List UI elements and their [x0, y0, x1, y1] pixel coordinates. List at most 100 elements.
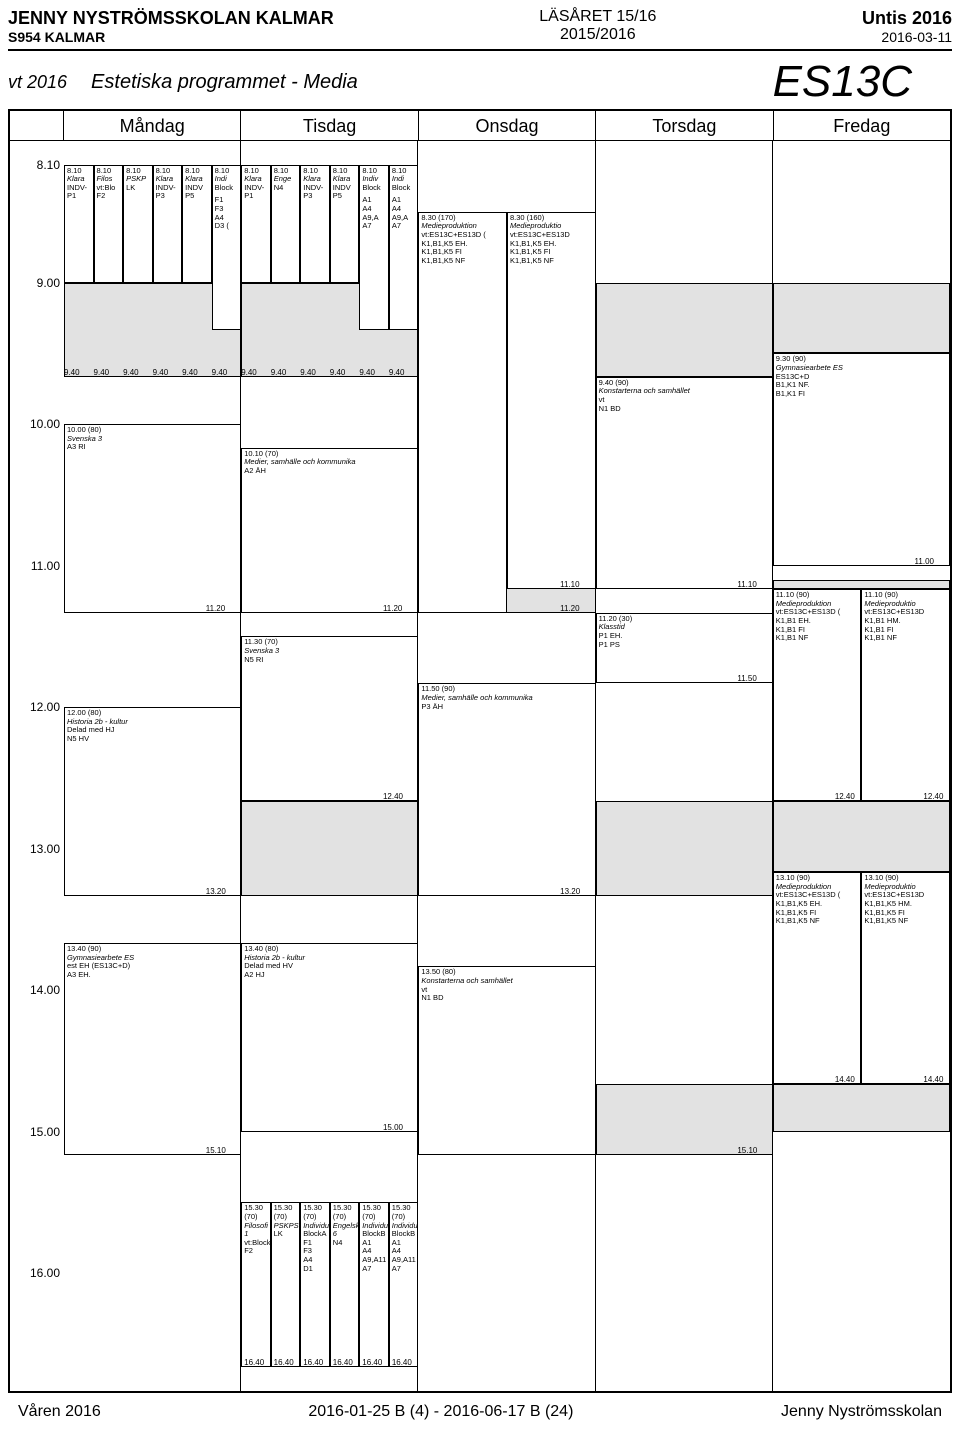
lesson-block: 8.10Filosvt:BloF2: [94, 165, 124, 283]
endtime-label: 9.40: [300, 368, 330, 377]
endtime-label: 12.40: [383, 792, 403, 801]
footer-center: 2016-01-25 B (4) - 2016-06-17 B (24): [308, 1403, 573, 1421]
day-mon: Måndag: [64, 111, 241, 140]
time-label: 9.00: [10, 276, 64, 290]
lesson-block: 8.10KlaraINDV-P3: [300, 165, 330, 283]
endtime-label: 15.10: [206, 1146, 226, 1155]
lesson-block: 11.50 (90)Medier, samhälle och kommunika…: [418, 683, 595, 895]
endtime-label: 9.40: [359, 368, 389, 377]
endtime-label: 9.40: [123, 368, 153, 377]
lesson-block: 8.10KlaraINDVP5: [182, 165, 212, 283]
lesson-block: 15.30 (70)IndividuellBlockBA1A4A9,A11A7: [389, 1202, 418, 1367]
day-thu: Torsdag: [596, 111, 773, 140]
lesson-block: 15.30 (70)IndividuellBlockAF1F3A4D1: [300, 1202, 329, 1367]
break-block: [596, 283, 773, 377]
lesson-block: 9.30 (90)Gymnasiearbete ESES13C+DB1,K1 N…: [773, 353, 950, 565]
endtime-label: 9.40: [212, 368, 242, 377]
day-fri: Fredag: [774, 111, 950, 140]
lesson-block: 15.30 (70)Engelska 6N4: [330, 1202, 359, 1367]
lesson-block: 13.10 (90)Medieproduktiovt:ES13C+ES13DK1…: [861, 872, 950, 1084]
day-tue: Tisdag: [241, 111, 418, 140]
endtime-label: 13.20: [206, 887, 226, 896]
break-block: [773, 1084, 950, 1131]
endtime-label: 9.40: [182, 368, 212, 377]
footer-right: Jenny Nyströmsskolan: [781, 1403, 942, 1421]
lesson-block: 8.10EngeN4: [271, 165, 301, 283]
time-column: 8.109.0010.0011.0012.0013.0014.0015.0016…: [10, 141, 64, 1391]
time-label: 12.00: [10, 700, 64, 714]
time-label: 14.00: [10, 983, 64, 997]
lesson-block: 12.00 (80)Historia 2b - kulturDelad med …: [64, 707, 241, 896]
endtime-label: 14.40: [835, 1075, 855, 1084]
footer-left: Våren 2016: [18, 1403, 101, 1421]
day-header: Måndag Tisdag Onsdag Torsdag Fredag: [10, 111, 950, 141]
lesson-block: 10.10 (70)Medier, samhälle och kommunika…: [241, 448, 418, 613]
lesson-block: 11.30 (70)Svenska 3N5 RI: [241, 636, 418, 801]
lesson-block: 8.10IndiBlockF1F3A4D3 (: [212, 165, 242, 330]
break-block: [596, 1084, 773, 1155]
time-label: 8.10: [10, 158, 64, 172]
school-name: JENNY NYSTRÖMSSKOLAN KALMAR: [8, 8, 334, 29]
endtime-label: 14.40: [923, 1075, 943, 1084]
break-block: [241, 801, 418, 895]
lesson-block: 8.10KlaraINDV-P1: [64, 165, 94, 283]
endtime-label: 13.20: [560, 887, 580, 896]
print-date: 2016-03-11: [862, 29, 952, 45]
endtime-label: 9.40: [271, 368, 301, 377]
endtime-label: 11.00: [915, 557, 934, 566]
lesson-block: 13.50 (80)Konstarterna och samhälletvtN1…: [418, 966, 595, 1155]
year-label: LÄSÅRET 15/16: [539, 8, 656, 26]
lesson-block: 8.30 (170)Medieproduktionvt:ES13C+ES13D …: [418, 212, 507, 613]
lesson-block: 13.10 (90)Medieproduktionvt:ES13C+ES13D …: [773, 872, 862, 1084]
break-block: [596, 801, 773, 895]
class-code: ES13C: [773, 57, 912, 107]
break-block: [773, 283, 950, 354]
time-label: 16.00: [10, 1266, 64, 1280]
endtime-label: 11.20: [383, 604, 402, 613]
lesson-block: 8.10KlaraINDVP5: [330, 165, 360, 283]
lesson-block: 8.10PSKPLK: [123, 165, 153, 283]
timetable-frame: Måndag Tisdag Onsdag Torsdag Fredag 8.10…: [8, 109, 952, 1393]
endtime-label: 9.40: [241, 368, 271, 377]
lesson-block: 8.10IndiBlockA1A4A9,AA7: [389, 165, 419, 330]
time-label: 13.00: [10, 842, 64, 856]
endtime-label: 16.40: [362, 1358, 382, 1367]
endtime-label: 16.40: [274, 1358, 294, 1367]
endtime-label: 12.40: [923, 792, 943, 801]
lesson-block: 15.30 (70)Filosofi 1vt:BlockAF2: [241, 1202, 270, 1367]
product: Untis 2016: [862, 8, 952, 29]
endtime-label: 16.40: [333, 1358, 353, 1367]
endtime-label: 15.00: [383, 1123, 403, 1132]
endtime-label: 11.10: [737, 580, 756, 589]
endtime-label: 9.40: [389, 368, 419, 377]
time-label: 15.00: [10, 1125, 64, 1139]
term: vt 2016: [8, 72, 67, 93]
program: Estetiska programmet - Media: [91, 71, 773, 94]
endtime-label: 11.20: [560, 604, 579, 613]
timetable-grid: 8.10KlaraINDV-P18.10Filosvt:BloF28.10PSK…: [64, 141, 950, 1391]
time-label: 10.00: [10, 417, 64, 431]
endtime-label: 9.40: [64, 368, 94, 377]
endtime-label: 16.40: [244, 1358, 264, 1367]
lesson-block: 11.20 (30)KlasstidP1 EH.P1 PS: [596, 613, 773, 684]
endtime-label: 9.40: [330, 368, 360, 377]
lesson-block: 11.10 (90)Medieproduktionvt:ES13C+ES13D …: [773, 589, 862, 801]
lesson-block: 10.00 (80)Svenska 3A3 RI: [64, 424, 241, 613]
year: 2015/2016: [539, 26, 656, 44]
lesson-block: 13.40 (90)Gymnasiearbete ESest EH (ES13C…: [64, 943, 241, 1155]
endtime-label: 16.40: [303, 1358, 323, 1367]
footer: Våren 2016 2016-01-25 B (4) - 2016-06-17…: [8, 1403, 952, 1421]
break-block: [773, 801, 950, 872]
endtime-label: 11.10: [560, 580, 579, 589]
endtime-label: 9.40: [153, 368, 183, 377]
endtime-label: 15.10: [737, 1146, 757, 1155]
lesson-block: 8.30 (160)Medieproduktiovt:ES13C+ES13DK1…: [507, 212, 596, 589]
day-wed: Onsdag: [419, 111, 596, 140]
endtime-label: 12.40: [835, 792, 855, 801]
lesson-block: 9.40 (90)Konstarterna och samhälletvtN1 …: [596, 377, 773, 589]
break-block: [773, 580, 950, 589]
lesson-block: 8.10KlaraINDV-P1: [241, 165, 271, 283]
lesson-block: 8.10IndivBlockA1A4A9,AA7: [359, 165, 389, 330]
lesson-block: 13.40 (80)Historia 2b - kulturDelad med …: [241, 943, 418, 1132]
endtime-label: 9.40: [94, 368, 124, 377]
